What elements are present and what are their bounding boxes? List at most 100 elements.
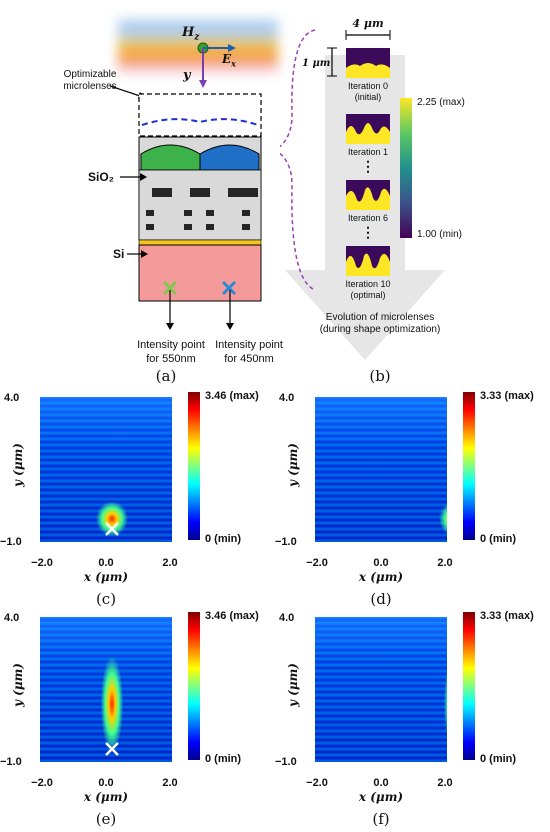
- dots-2: ⋮: [361, 224, 375, 240]
- cbar-min: 0 (min): [205, 753, 242, 765]
- ex-sub: x: [231, 58, 236, 69]
- intensity-colorbar: [463, 392, 475, 540]
- y-tick-bottom: −1.0: [275, 536, 297, 548]
- intensity-map-e: [40, 617, 172, 762]
- intensity-point-marker: [105, 742, 119, 756]
- y-axis-title: y (μm): [286, 443, 300, 487]
- x-tick-right: 2.0: [162, 557, 178, 569]
- x-tick-mid: 0.0: [373, 777, 389, 789]
- microlens-label-1: Optimizable: [63, 69, 117, 80]
- iteration-0-sub: (initial): [354, 92, 382, 102]
- cbar-min: 0 (min): [205, 533, 242, 545]
- y-tick-bottom: −1.0: [0, 536, 22, 548]
- x-tick-left: −2.0: [306, 777, 328, 789]
- sio2-label: SiO₂: [88, 170, 115, 184]
- iteration-1-label: Iteration 1: [347, 147, 389, 157]
- field-vectors: [197, 42, 236, 88]
- y-tick-top: 4.0: [279, 612, 295, 624]
- y-tick-top: 4.0: [4, 612, 20, 624]
- iteration-1-thumb: [346, 114, 390, 144]
- marker-550: [162, 280, 178, 296]
- intensity-point-marker: [105, 522, 119, 536]
- iteration-6-thumb: [346, 180, 390, 210]
- x-axis-title: x (μm): [358, 790, 404, 804]
- width-label: 4 μm: [352, 17, 384, 30]
- intensity-map-f: [315, 617, 447, 762]
- x-axis-title: x (μm): [83, 570, 129, 584]
- index-cbar-min: 1.00 (min): [417, 229, 463, 240]
- dots-1: ⋮: [361, 158, 375, 174]
- y-tick-bottom: −1.0: [0, 756, 22, 768]
- evolution-label-2: (during shape optimization): [319, 324, 441, 335]
- y-tick-top: 4.0: [4, 392, 20, 404]
- iteration-6-label: Iteration 6: [347, 213, 389, 223]
- y-axis-title: y (μm): [286, 663, 300, 707]
- field-map-panel-c: 4.0 −1.0 y (μm) −2.0 0.0 2.0 x (μm) 3.46 (max) 0…: [0, 390, 275, 612]
- intensity-arrows: [166, 290, 234, 330]
- hz-label: H: [182, 25, 195, 40]
- sio2-arrow: [120, 173, 147, 181]
- panel-b: 4 μm 1 μm Iteration 0 (initial) Iteratio…: [280, 0, 550, 390]
- cbar-min: 0 (min): [480, 533, 517, 545]
- width-arrow: [345, 30, 391, 40]
- y-tick-bottom: −1.0: [275, 756, 297, 768]
- caption-d: (d): [370, 590, 392, 608]
- cbar-max: 3.33 (max): [480, 390, 534, 402]
- int550-label-2: for 550nm: [146, 353, 196, 365]
- x-tick-right: 2.0: [162, 777, 178, 789]
- si-arrow: [127, 250, 148, 258]
- y-tick-top: 4.0: [279, 392, 295, 404]
- x-tick-left: −2.0: [31, 557, 53, 569]
- caption-a: (a): [155, 367, 177, 385]
- index-colorbar: [400, 98, 412, 238]
- iteration-0-label: Iteration 0: [347, 81, 389, 91]
- x-axis-title: x (μm): [83, 790, 129, 804]
- caption-f: (f): [372, 810, 390, 828]
- cbar-max: 3.46 (max): [205, 610, 259, 622]
- intensity-point-marker: [315, 617, 447, 762]
- y-axis-title: y (μm): [11, 443, 25, 487]
- ex-label: E: [222, 52, 232, 66]
- caption-e: (e): [95, 810, 117, 828]
- x-tick-right: 2.0: [437, 777, 453, 789]
- evolution-label-1: Evolution of microlenses: [325, 312, 435, 323]
- x-tick-left: −2.0: [31, 777, 53, 789]
- intensity-colorbar: [463, 612, 475, 760]
- int450-label-1: Intensity point: [215, 339, 283, 351]
- cbar-max: 3.46 (max): [205, 390, 259, 402]
- iteration-0-thumb: [346, 48, 390, 78]
- height-label: 1 μm: [302, 58, 331, 69]
- si-label: Si: [113, 247, 125, 261]
- intensity-map-d: [315, 397, 447, 542]
- intensity-colorbar: [188, 392, 200, 540]
- cbar-min: 0 (min): [480, 753, 517, 765]
- int450-label-2: for 450nm: [224, 353, 274, 365]
- iteration-10-sub: (optimal): [350, 290, 386, 300]
- x-tick-mid: 0.0: [98, 557, 114, 569]
- field-map-panel-d: 4.0 −1.0 y (μm) −2.0 0.0 2.0 x (μm) 3.33 (max) 0…: [275, 390, 550, 612]
- marker-450: [221, 280, 237, 296]
- x-tick-left: −2.0: [306, 557, 328, 569]
- caption-c: (c): [95, 590, 117, 608]
- hz-sub: z: [194, 32, 200, 43]
- intensity-map-c: [40, 397, 172, 542]
- index-cbar-max: 2.25 (max): [417, 97, 465, 108]
- iteration-10-thumb: [346, 246, 390, 276]
- x-tick-mid: 0.0: [373, 557, 389, 569]
- cbar-max: 3.33 (max): [480, 610, 534, 622]
- device-stack: [138, 93, 262, 302]
- height-arrow: [327, 47, 337, 77]
- x-tick-right: 2.0: [437, 557, 453, 569]
- panel-a: Hz Ex y Optimizable microlenses SiO₂: [0, 0, 290, 390]
- x-axis-title: x (μm): [358, 570, 404, 584]
- field-map-panel-f: 4.0 −1.0 y (μm) −2.0 0.0 2.0 x (μm) 3.33 (max) 0…: [275, 610, 550, 832]
- iteration-10-label: Iteration 10: [345, 279, 391, 289]
- y-axis-title: y (μm): [11, 663, 25, 707]
- x-tick-mid: 0.0: [98, 777, 114, 789]
- intensity-point-marker: [315, 397, 447, 542]
- int550-label-1: Intensity point: [137, 339, 205, 351]
- y-axis-label: y: [183, 68, 191, 83]
- field-map-panel-e: 4.0 −1.0 y (μm) −2.0 0.0 2.0 x (μm) 3.46 (max) 0…: [0, 610, 275, 832]
- microlens-label-2: microlenses: [63, 81, 117, 92]
- intensity-colorbar: [188, 612, 200, 760]
